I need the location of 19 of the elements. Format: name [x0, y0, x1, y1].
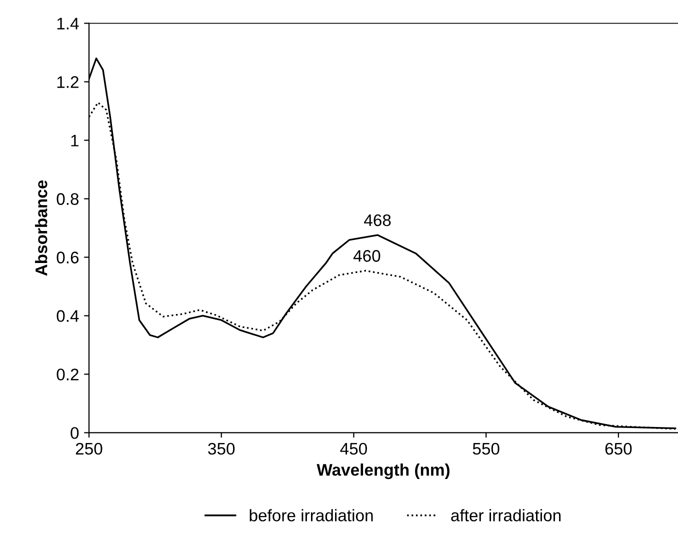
y-tick-label: 0.8 — [56, 193, 79, 205]
y-tick-label: 0.4 — [56, 310, 79, 322]
x-tick-label: 450 — [340, 442, 367, 455]
legend-label: after irradiation — [451, 509, 561, 522]
y-axis-title: Absorbance — [35, 180, 48, 276]
annotation: 468 — [364, 214, 391, 226]
x-tick-label: 550 — [472, 442, 500, 455]
y-tick-label: 1.4 — [57, 18, 79, 30]
y-tick-label: 0.2 — [56, 368, 78, 380]
legend-label: before irradiation — [250, 509, 373, 522]
x-tick-label: 350 — [208, 442, 235, 455]
y-tick-label: 0.6 — [56, 252, 79, 264]
y-tick-label: 0 — [70, 427, 79, 439]
annotation: 460 — [353, 250, 380, 262]
x-axis-title: Wavelength (nm) — [316, 464, 450, 480]
y-tick-label: 1 — [71, 134, 78, 146]
y-tick-label: 1.2 — [57, 76, 78, 88]
x-tick-label: 650 — [605, 442, 632, 455]
x-tick-label: 250 — [76, 442, 102, 455]
